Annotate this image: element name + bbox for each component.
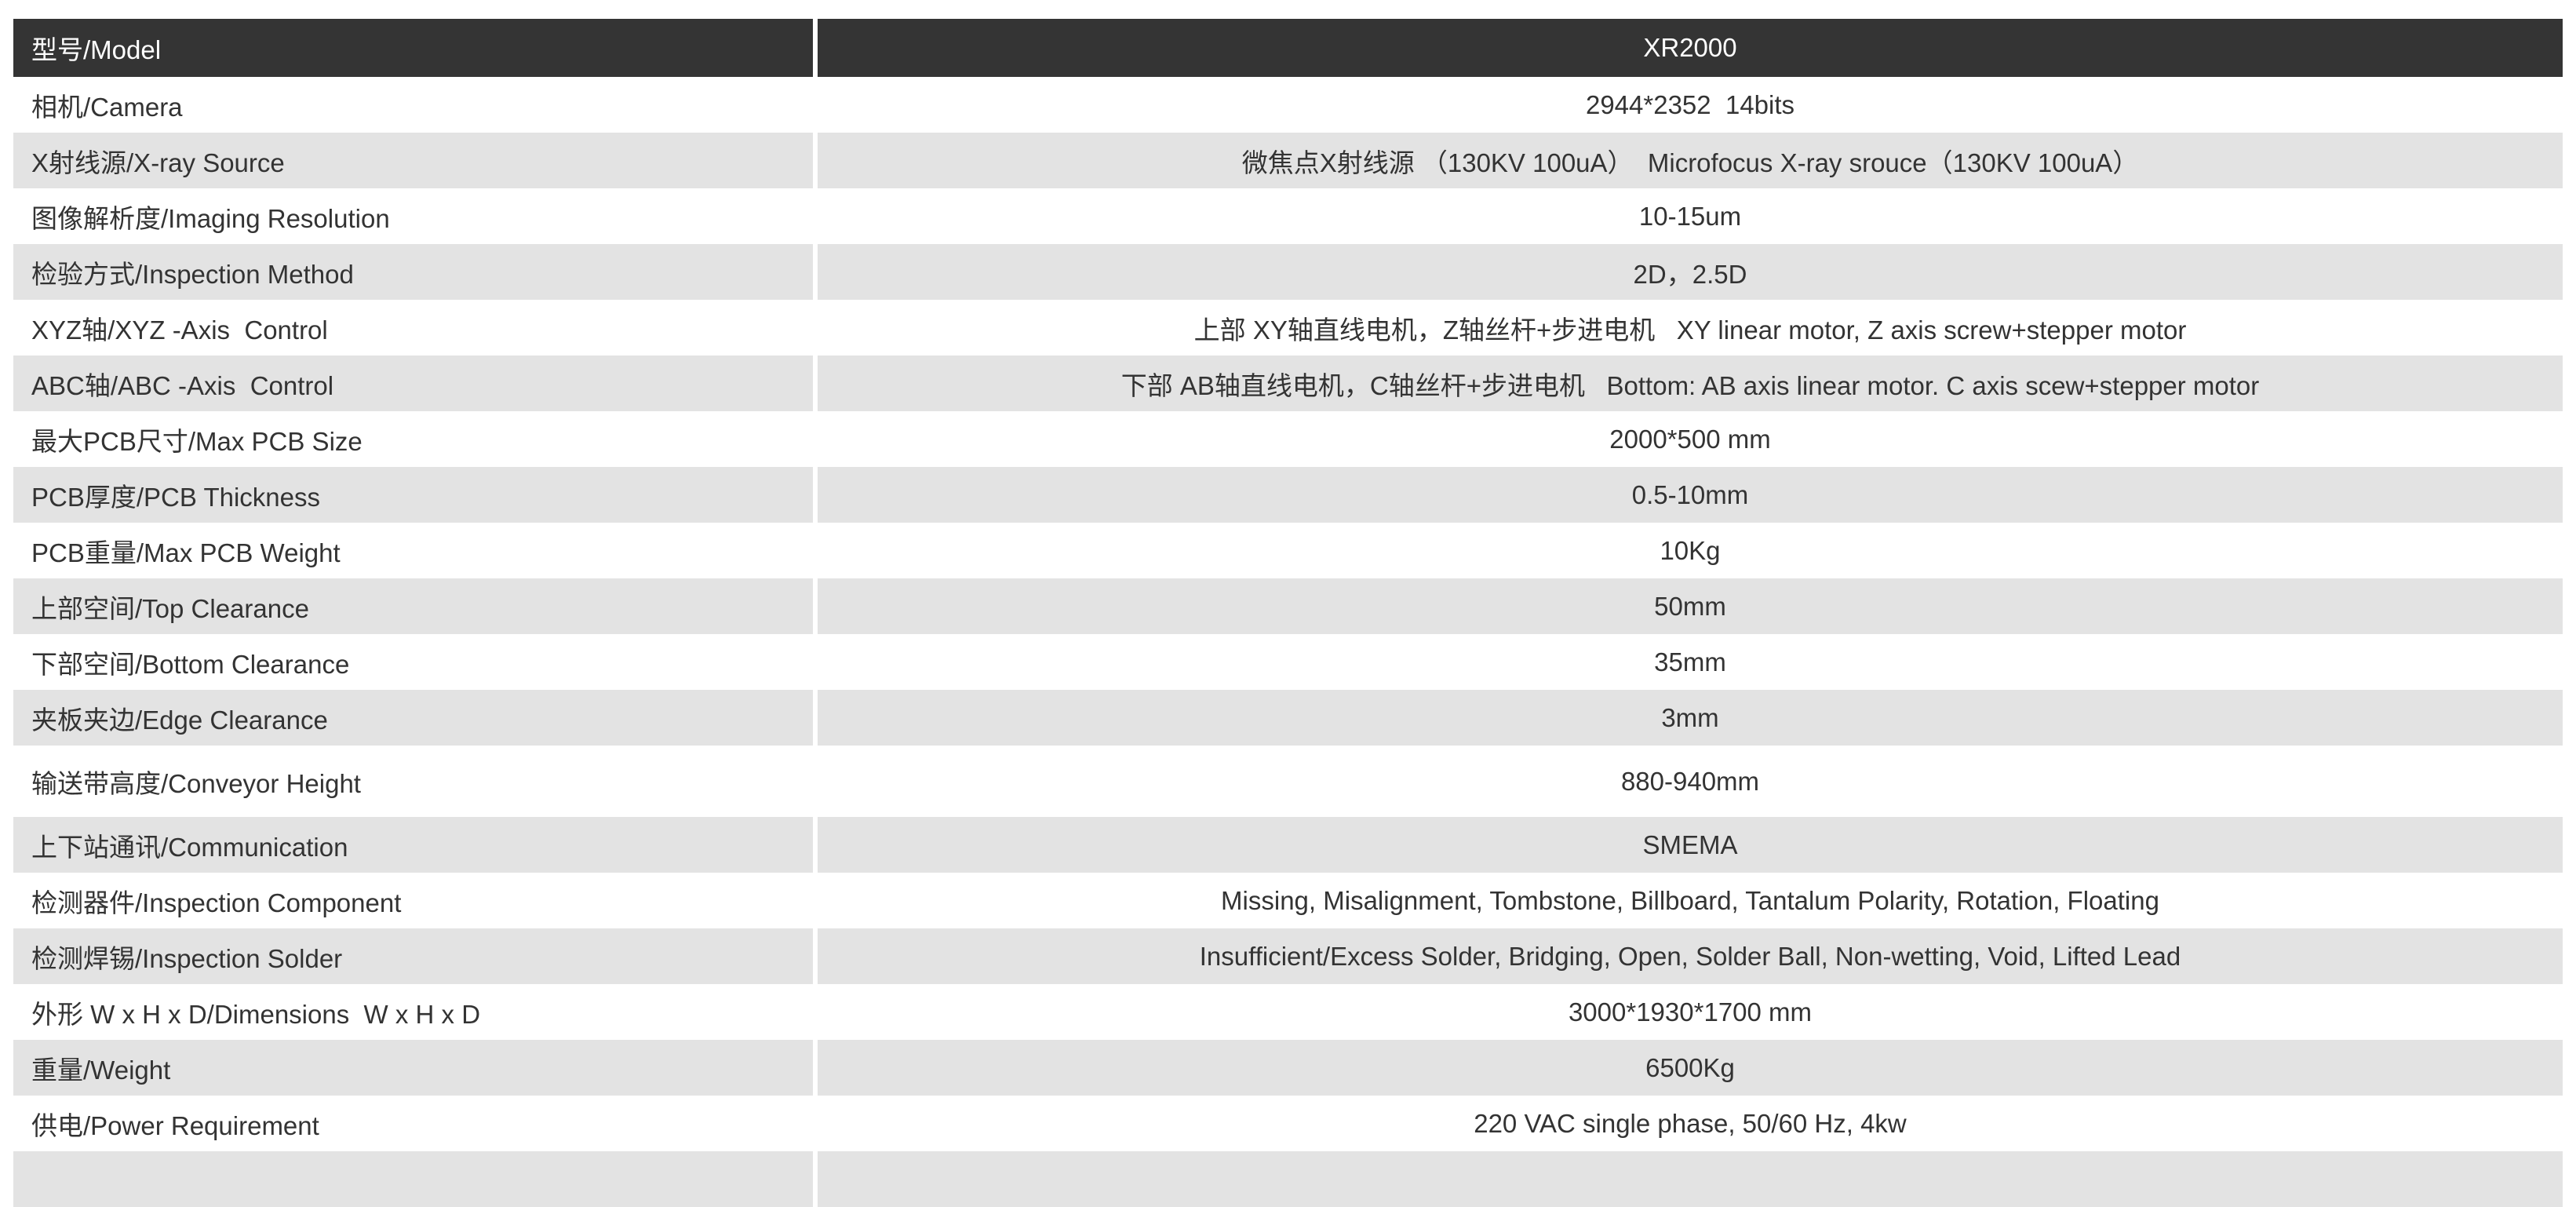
table-row-model: 型号/Model XR2000 xyxy=(13,19,2563,77)
row-label: ABC轴/ABC -Axis Control xyxy=(31,370,334,400)
column-divider xyxy=(813,1096,818,1151)
row-label: 检验方式/Inspection Method xyxy=(31,259,354,289)
row-label: 输送带高度/Conveyor Height xyxy=(31,768,361,798)
row-value: 2000*500 mm xyxy=(1609,424,1771,454)
row-value: 2944*2352 14bits xyxy=(1585,89,1795,119)
table-row-power-requirement: 供电/Power Requirement 220 VAC single phas… xyxy=(13,1096,2563,1151)
row-label: PCB厚度/PCB Thickness xyxy=(31,482,320,512)
column-divider xyxy=(813,523,818,578)
row-label: 检测焊锡/Inspection Solder xyxy=(31,943,343,973)
row-value: 880-940mm xyxy=(1620,766,1760,796)
table-row-bottom-clearance: 下部空间/Bottom Clearance 35mm xyxy=(13,634,2563,690)
table-row-max-pcb-size: 最大PCB尺寸/Max PCB Size 2000*500 mm xyxy=(13,411,2563,467)
column-divider xyxy=(813,746,818,817)
column-divider xyxy=(813,133,818,188)
table-row-imaging-resolution: 图像解析度/Imaging Resolution 10-15um xyxy=(13,188,2563,244)
column-divider xyxy=(813,984,818,1040)
column-divider xyxy=(813,817,818,873)
table-row-edge-clearance: 夹板夹边/Edge Clearance 3mm xyxy=(13,690,2563,746)
column-divider xyxy=(813,578,818,634)
column-divider xyxy=(813,873,818,928)
row-value: 下部 AB轴直线电机，C轴丝杆+步进电机 Bottom: AB axis lin… xyxy=(1120,370,2260,400)
row-label: 外形 W x H x D/Dimensions W x H x D xyxy=(31,999,481,1029)
table-row-dimensions: 外形 W x H x D/Dimensions W x H x D 3000*1… xyxy=(13,984,2563,1040)
row-value: 10Kg xyxy=(1660,535,1721,565)
row-value: XR2000 xyxy=(1643,33,1737,62)
row-value: 3000*1930*1700 mm xyxy=(1568,997,1813,1026)
column-divider xyxy=(813,244,818,300)
table-row-max-pcb-weight: PCB重量/Max PCB Weight 10Kg xyxy=(13,523,2563,578)
column-divider xyxy=(813,300,818,356)
row-label: 重量/Weight xyxy=(31,1055,171,1085)
row-label: 上部空间/Top Clearance xyxy=(31,593,309,623)
column-divider xyxy=(813,77,818,133)
column-divider xyxy=(813,411,818,467)
table-row-abc-axis-control: ABC轴/ABC -Axis Control 下部 AB轴直线电机，C轴丝杆+步… xyxy=(13,356,2563,411)
column-divider xyxy=(813,928,818,984)
column-divider xyxy=(813,634,818,690)
row-label: 供电/Power Requirement xyxy=(31,1110,319,1140)
row-value: 10-15um xyxy=(1638,201,1742,231)
row-label: XYZ轴/XYZ -Axis Control xyxy=(31,315,328,345)
column-divider xyxy=(813,467,818,523)
row-value: 微焦点X射线源 （130KV 100uA） Microfocus X-ray s… xyxy=(1241,148,2139,177)
column-divider xyxy=(813,356,818,411)
row-value: Insufficient/Excess Solder, Bridging, Op… xyxy=(1199,941,2181,971)
spec-table: 型号/Model XR2000 相机/Camera 2944*2352 14bi… xyxy=(13,19,2563,1207)
row-value: 0.5-10mm xyxy=(1631,480,1749,509)
column-divider xyxy=(813,188,818,244)
row-label: 型号/Model xyxy=(31,35,162,64)
table-row-top-clearance: 上部空间/Top Clearance 50mm xyxy=(13,578,2563,634)
table-row-xyz-axis-control: XYZ轴/XYZ -Axis Control 上部 XY轴直线电机，Z轴丝杆+步… xyxy=(13,300,2563,356)
table-row-communication: 上下站通讯/Communication SMEMA xyxy=(13,817,2563,873)
row-value: SMEMA xyxy=(1642,830,1738,859)
table-row-camera: 相机/Camera 2944*2352 14bits xyxy=(13,77,2563,133)
table-row-pcb-thickness: PCB厚度/PCB Thickness 0.5-10mm xyxy=(13,467,2563,523)
row-label: 检测器件/Inspection Component xyxy=(31,888,402,917)
table-row-inspection-method: 检验方式/Inspection Method 2D，2.5D xyxy=(13,244,2563,300)
table-row-xray-source: X射线源/X-ray Source 微焦点X射线源 （130KV 100uA） … xyxy=(13,133,2563,188)
row-value: 6500Kg xyxy=(1645,1052,1735,1082)
table-row-next-row-partial xyxy=(13,1151,2563,1207)
row-value xyxy=(818,1151,2563,1207)
table-row-weight: 重量/Weight 6500Kg xyxy=(13,1040,2563,1096)
column-divider xyxy=(813,690,818,746)
column-divider xyxy=(813,1040,818,1096)
column-divider xyxy=(813,19,818,77)
row-label: X射线源/X-ray Source xyxy=(31,148,285,177)
row-label: 上下站通讯/Communication xyxy=(31,832,348,862)
row-value: 220 VAC single phase, 50/60 Hz, 4kw xyxy=(1474,1108,1907,1138)
row-label: 图像解析度/Imaging Resolution xyxy=(31,203,390,233)
row-label: 下部空间/Bottom Clearance xyxy=(31,649,350,679)
row-value: 上部 XY轴直线电机，Z轴丝杆+步进电机 XY linear motor, Z … xyxy=(1193,315,2187,345)
row-value: 35mm xyxy=(1654,647,1726,676)
row-label xyxy=(13,1151,813,1207)
row-value: 50mm xyxy=(1654,591,1726,621)
row-label: 夹板夹边/Edge Clearance xyxy=(31,705,328,735)
row-value: 2D，2.5D xyxy=(1633,259,1747,289)
row-label: 相机/Camera xyxy=(31,92,183,122)
row-label: 最大PCB尺寸/Max PCB Size xyxy=(31,426,363,456)
table-row-inspection-solder: 检测焊锡/Inspection Solder Insufficient/Exce… xyxy=(13,928,2563,984)
row-value: 3mm xyxy=(1661,702,1719,732)
row-value: Missing, Misalignment, Tombstone, Billbo… xyxy=(1221,885,2159,915)
table-row-conveyor-height: 输送带高度/Conveyor Height 880-940mm xyxy=(13,746,2563,817)
table-row-inspection-component: 检测器件/Inspection Component Missing, Misal… xyxy=(13,873,2563,928)
row-label: PCB重量/Max PCB Weight xyxy=(31,538,341,567)
